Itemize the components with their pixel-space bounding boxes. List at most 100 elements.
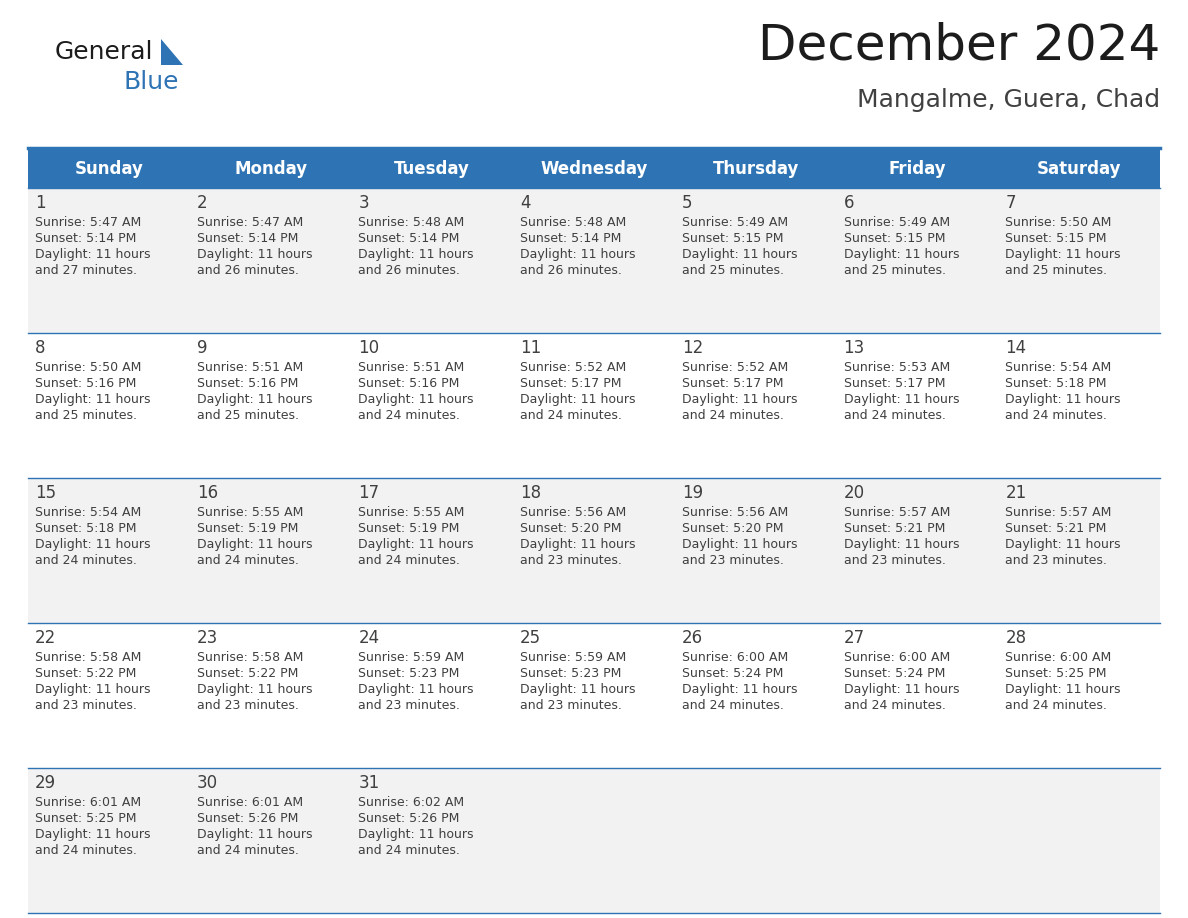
Text: Sunrise: 5:57 AM: Sunrise: 5:57 AM <box>843 506 950 519</box>
Text: Daylight: 11 hours: Daylight: 11 hours <box>520 393 636 406</box>
Text: Sunset: 5:15 PM: Sunset: 5:15 PM <box>682 232 783 245</box>
Text: Sunset: 5:14 PM: Sunset: 5:14 PM <box>34 232 137 245</box>
Text: and 24 minutes.: and 24 minutes. <box>34 554 137 567</box>
Text: Sunset: 5:19 PM: Sunset: 5:19 PM <box>359 522 460 535</box>
Text: Daylight: 11 hours: Daylight: 11 hours <box>682 538 797 551</box>
Text: Sunset: 5:20 PM: Sunset: 5:20 PM <box>682 522 783 535</box>
Text: 6: 6 <box>843 194 854 212</box>
Text: and 24 minutes.: and 24 minutes. <box>843 699 946 712</box>
Bar <box>29 478 1159 623</box>
Text: Sunrise: 6:02 AM: Sunrise: 6:02 AM <box>359 796 465 809</box>
Text: and 26 minutes.: and 26 minutes. <box>359 264 460 277</box>
Text: General: General <box>55 40 153 64</box>
Text: 26: 26 <box>682 629 703 647</box>
Text: 4: 4 <box>520 194 531 212</box>
Text: Daylight: 11 hours: Daylight: 11 hours <box>1005 248 1120 261</box>
Text: Sunrise: 5:54 AM: Sunrise: 5:54 AM <box>1005 361 1112 374</box>
Text: Sunset: 5:17 PM: Sunset: 5:17 PM <box>520 377 621 390</box>
Text: and 23 minutes.: and 23 minutes. <box>359 699 460 712</box>
Text: Sunset: 5:24 PM: Sunset: 5:24 PM <box>843 667 944 680</box>
Text: Daylight: 11 hours: Daylight: 11 hours <box>34 538 151 551</box>
Text: Thursday: Thursday <box>713 160 798 178</box>
Text: and 24 minutes.: and 24 minutes. <box>520 409 623 422</box>
Text: and 25 minutes.: and 25 minutes. <box>682 264 784 277</box>
Text: Sunset: 5:21 PM: Sunset: 5:21 PM <box>843 522 944 535</box>
Text: Sunset: 5:14 PM: Sunset: 5:14 PM <box>197 232 298 245</box>
Text: Sunset: 5:20 PM: Sunset: 5:20 PM <box>520 522 621 535</box>
Text: 14: 14 <box>1005 339 1026 357</box>
Text: Sunrise: 5:47 AM: Sunrise: 5:47 AM <box>34 216 141 229</box>
Text: and 25 minutes.: and 25 minutes. <box>34 409 137 422</box>
Text: Sunrise: 6:00 AM: Sunrise: 6:00 AM <box>1005 651 1112 664</box>
Text: and 24 minutes.: and 24 minutes. <box>682 409 784 422</box>
Text: Sunset: 5:18 PM: Sunset: 5:18 PM <box>34 522 137 535</box>
Text: Daylight: 11 hours: Daylight: 11 hours <box>197 248 312 261</box>
Text: Tuesday: Tuesday <box>394 160 470 178</box>
Text: Daylight: 11 hours: Daylight: 11 hours <box>843 248 959 261</box>
Text: December 2024: December 2024 <box>758 21 1159 69</box>
Text: 16: 16 <box>197 484 217 502</box>
Text: 22: 22 <box>34 629 56 647</box>
Text: and 24 minutes.: and 24 minutes. <box>359 554 460 567</box>
Text: 1: 1 <box>34 194 45 212</box>
Text: 28: 28 <box>1005 629 1026 647</box>
Text: and 23 minutes.: and 23 minutes. <box>843 554 946 567</box>
Text: Daylight: 11 hours: Daylight: 11 hours <box>359 683 474 696</box>
Text: 18: 18 <box>520 484 542 502</box>
Text: Sunrise: 5:59 AM: Sunrise: 5:59 AM <box>520 651 626 664</box>
Text: Sunset: 5:23 PM: Sunset: 5:23 PM <box>520 667 621 680</box>
Text: and 24 minutes.: and 24 minutes. <box>1005 409 1107 422</box>
Text: Sunset: 5:18 PM: Sunset: 5:18 PM <box>1005 377 1107 390</box>
Text: Daylight: 11 hours: Daylight: 11 hours <box>197 683 312 696</box>
Text: Sunrise: 5:48 AM: Sunrise: 5:48 AM <box>359 216 465 229</box>
Text: Sunset: 5:14 PM: Sunset: 5:14 PM <box>359 232 460 245</box>
Text: and 24 minutes.: and 24 minutes. <box>359 409 460 422</box>
Text: Daylight: 11 hours: Daylight: 11 hours <box>1005 393 1120 406</box>
Text: Sunset: 5:17 PM: Sunset: 5:17 PM <box>843 377 946 390</box>
Text: 15: 15 <box>34 484 56 502</box>
Text: 30: 30 <box>197 774 217 792</box>
Text: Sunrise: 5:52 AM: Sunrise: 5:52 AM <box>520 361 626 374</box>
Text: 17: 17 <box>359 484 379 502</box>
Text: Monday: Monday <box>234 160 308 178</box>
Text: Daylight: 11 hours: Daylight: 11 hours <box>359 538 474 551</box>
Bar <box>29 333 1159 478</box>
Text: Sunrise: 5:56 AM: Sunrise: 5:56 AM <box>520 506 626 519</box>
Text: and 23 minutes.: and 23 minutes. <box>520 699 623 712</box>
Text: and 23 minutes.: and 23 minutes. <box>197 699 298 712</box>
Text: Daylight: 11 hours: Daylight: 11 hours <box>843 683 959 696</box>
Text: Sunset: 5:25 PM: Sunset: 5:25 PM <box>34 812 137 825</box>
Text: 23: 23 <box>197 629 217 647</box>
Text: Sunrise: 5:49 AM: Sunrise: 5:49 AM <box>682 216 788 229</box>
Text: 29: 29 <box>34 774 56 792</box>
Text: Sunrise: 5:55 AM: Sunrise: 5:55 AM <box>359 506 465 519</box>
Text: 8: 8 <box>34 339 45 357</box>
Text: Sunrise: 5:55 AM: Sunrise: 5:55 AM <box>197 506 303 519</box>
Text: and 25 minutes.: and 25 minutes. <box>1005 264 1107 277</box>
Text: 24: 24 <box>359 629 379 647</box>
Text: 2: 2 <box>197 194 208 212</box>
Text: Sunset: 5:23 PM: Sunset: 5:23 PM <box>359 667 460 680</box>
Text: Daylight: 11 hours: Daylight: 11 hours <box>359 828 474 841</box>
Text: Sunset: 5:19 PM: Sunset: 5:19 PM <box>197 522 298 535</box>
Text: Sunset: 5:24 PM: Sunset: 5:24 PM <box>682 667 783 680</box>
Text: Sunrise: 5:47 AM: Sunrise: 5:47 AM <box>197 216 303 229</box>
Text: Sunrise: 6:00 AM: Sunrise: 6:00 AM <box>682 651 788 664</box>
Text: and 23 minutes.: and 23 minutes. <box>682 554 784 567</box>
Text: Daylight: 11 hours: Daylight: 11 hours <box>843 538 959 551</box>
Text: and 24 minutes.: and 24 minutes. <box>197 844 298 857</box>
Text: Sunset: 5:26 PM: Sunset: 5:26 PM <box>197 812 298 825</box>
Text: Daylight: 11 hours: Daylight: 11 hours <box>682 393 797 406</box>
Polygon shape <box>162 39 183 65</box>
Text: Sunset: 5:16 PM: Sunset: 5:16 PM <box>34 377 137 390</box>
Text: Sunset: 5:16 PM: Sunset: 5:16 PM <box>197 377 298 390</box>
Text: Sunrise: 5:50 AM: Sunrise: 5:50 AM <box>1005 216 1112 229</box>
Text: Daylight: 11 hours: Daylight: 11 hours <box>359 393 474 406</box>
Text: Sunrise: 6:00 AM: Sunrise: 6:00 AM <box>843 651 950 664</box>
Text: Sunrise: 5:59 AM: Sunrise: 5:59 AM <box>359 651 465 664</box>
Text: Sunrise: 5:54 AM: Sunrise: 5:54 AM <box>34 506 141 519</box>
Text: Sunset: 5:16 PM: Sunset: 5:16 PM <box>359 377 460 390</box>
Text: 7: 7 <box>1005 194 1016 212</box>
Text: Sunrise: 5:48 AM: Sunrise: 5:48 AM <box>520 216 626 229</box>
Text: Daylight: 11 hours: Daylight: 11 hours <box>359 248 474 261</box>
